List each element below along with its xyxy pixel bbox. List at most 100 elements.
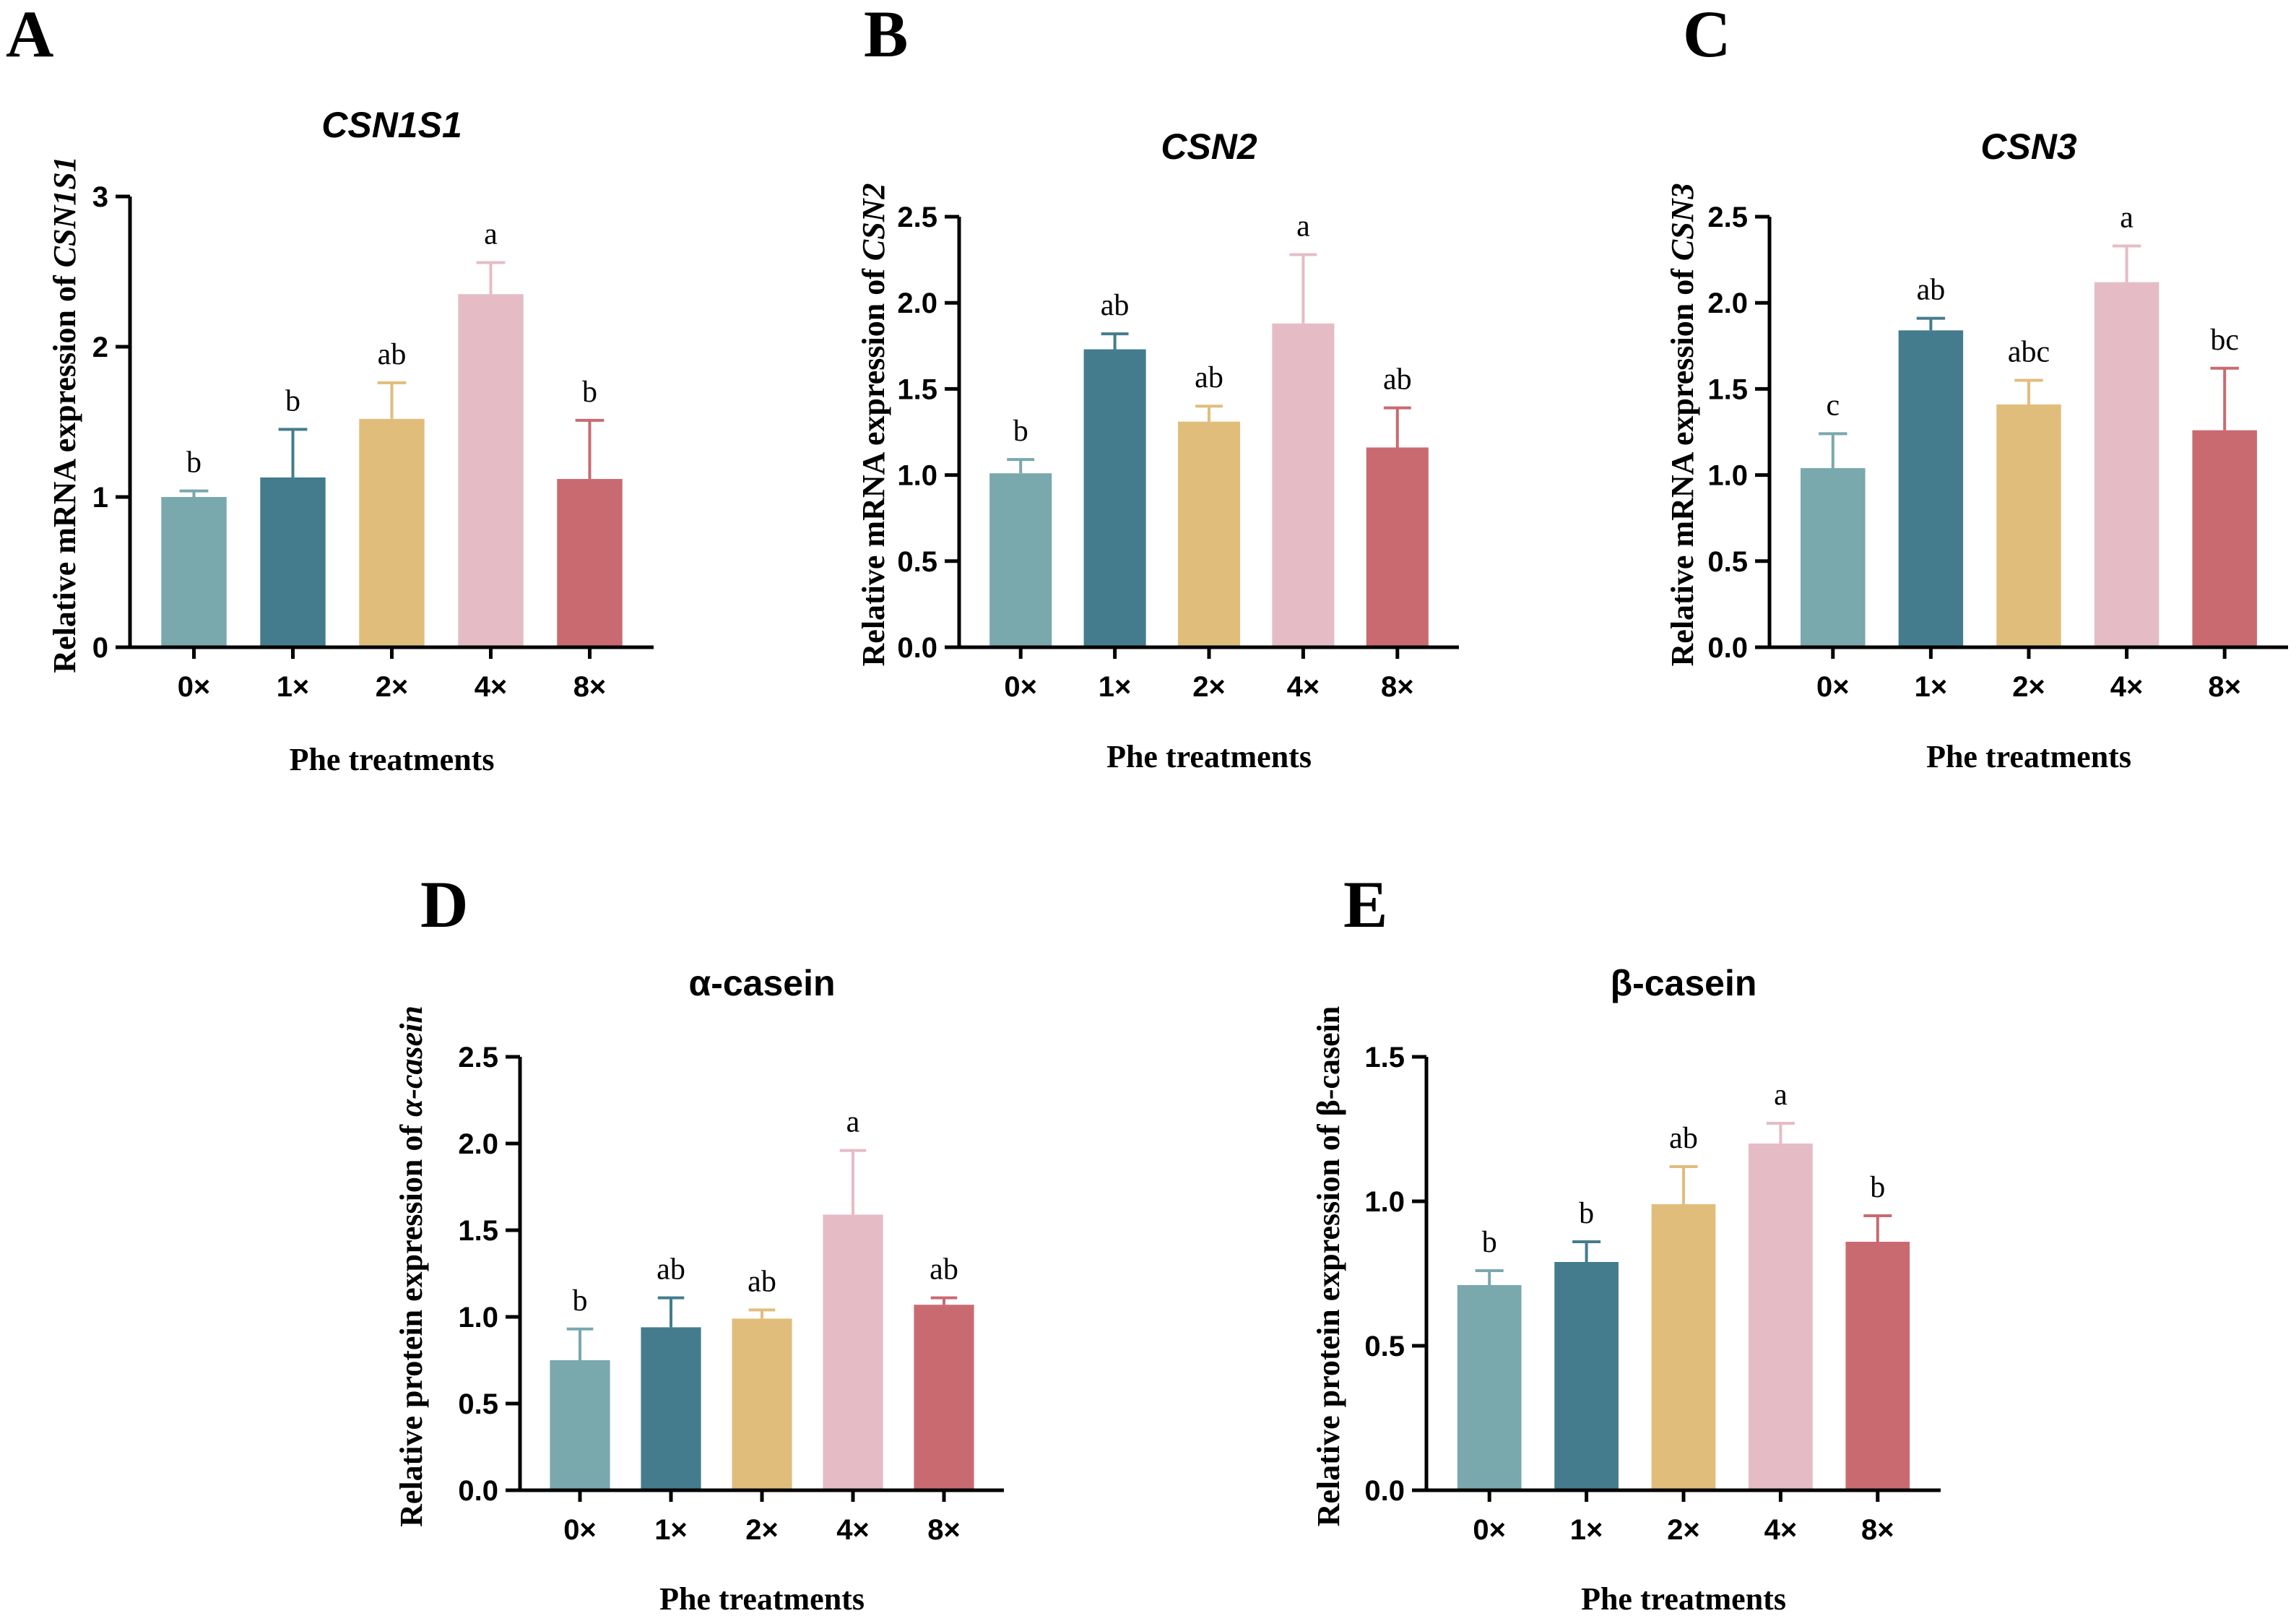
chart-panel-e: Eβ-casein b 0× b 1× ab 2× a 4× b 8× 0.0 0.5 1.0 1.5 Phe…: [1311, 868, 1941, 1617]
chart-title: α-casein: [688, 963, 835, 1003]
y-tick-label: 2.0: [897, 288, 937, 319]
chart-title: CSN3: [1980, 126, 2077, 167]
bar-2x: [1651, 1204, 1716, 1490]
significance-label: ab: [1383, 363, 1412, 397]
chart-title: β-casein: [1611, 963, 1757, 1003]
y-tick-label: 2.5: [458, 1042, 498, 1073]
y-tick-label: 1.5: [1707, 373, 1748, 405]
x-tick-label: 0×: [178, 671, 211, 703]
panel-letter: E: [1343, 868, 1387, 941]
y-axis-title-prefix: Relative protein expression of: [394, 1117, 429, 1527]
y-axis-title-gene: CSN3: [1665, 183, 1700, 261]
x-tick-label: 1×: [1099, 671, 1132, 703]
significance-label: ab: [1195, 361, 1223, 394]
significance-label: ab: [657, 1253, 685, 1287]
x-tick-label: 2×: [376, 671, 409, 703]
x-tick-label: 2×: [1192, 671, 1226, 703]
y-tick-label: 3: [92, 181, 108, 213]
significance-label: ab: [930, 1253, 958, 1287]
bar-1x: [1083, 349, 1146, 647]
bar-0x: [161, 497, 227, 647]
x-tick-label: 0×: [1473, 1514, 1506, 1546]
x-tick-label: 4×: [475, 671, 508, 703]
y-tick-label: 1: [92, 482, 108, 514]
x-tick-label: 4×: [1287, 671, 1320, 703]
significance-label: b: [186, 446, 202, 480]
x-tick-label: 0×: [563, 1514, 597, 1546]
y-axis-title-prefix: Relative mRNA expression of: [856, 261, 891, 666]
y-tick-label: 0.5: [1707, 546, 1748, 578]
y-axis-title-prefix: Relative mRNA expression of: [1665, 261, 1700, 666]
x-tick-label: 0×: [1004, 671, 1037, 703]
significance-label: b: [285, 384, 300, 418]
bar-0x: [989, 473, 1052, 647]
x-tick-label: 2×: [745, 1514, 779, 1546]
bar-4x: [458, 294, 524, 647]
bar-1x: [1898, 330, 1964, 647]
bar-4x: [1749, 1144, 1813, 1490]
x-axis-title: Phe treatments: [659, 1581, 865, 1617]
panel-letter: B: [864, 0, 908, 71]
significance-label: a: [2120, 202, 2133, 235]
bar-1x: [1554, 1262, 1619, 1490]
x-tick-label: 2×: [2012, 671, 2045, 703]
x-tick-label: 4×: [1764, 1514, 1798, 1546]
significance-label: c: [1826, 389, 1840, 422]
significance-label: b: [1870, 1171, 1885, 1204]
chart-panel-c: C CSN3 c 0× ab 1× abc 2× a 4× bc 8× 0.0 0.5 1.0 1.5 2.0 2…: [1665, 0, 2288, 774]
bar-4x: [2094, 282, 2159, 647]
significance-label: b: [582, 376, 597, 409]
y-tick-label: 2.0: [1707, 288, 1748, 319]
chart-panel-d: Dα-casein b 0× ab 1× ab 2× a 4× ab 8× 0.0 0.5 1.0 1.5 2…: [394, 868, 1004, 1617]
bar-2x: [1177, 421, 1241, 647]
x-axis-title: Phe treatments: [1926, 739, 2131, 774]
x-tick-label: 4×: [2110, 671, 2144, 703]
bar-2x: [1996, 404, 2061, 647]
x-tick-label: 8×: [1381, 671, 1414, 703]
panel-letter: A: [6, 0, 53, 71]
y-axis-title-gene: CSN1S1: [47, 156, 82, 267]
y-tick-label: 1.0: [1364, 1186, 1405, 1218]
significance-label: ab: [1101, 289, 1130, 322]
bar-8x: [1845, 1242, 1910, 1490]
chart-title: CSN2: [1161, 126, 1257, 167]
significance-label: a: [846, 1106, 860, 1139]
y-tick-label: 1.5: [1364, 1042, 1405, 1073]
x-tick-label: 1×: [1570, 1514, 1603, 1546]
bar-8x: [557, 479, 623, 647]
y-tick-label: 0.5: [1364, 1331, 1405, 1362]
significance-label: a: [484, 218, 498, 251]
bar-4x: [823, 1214, 883, 1490]
significance-label: ab: [1669, 1122, 1698, 1155]
y-tick-label: 0.5: [897, 546, 937, 578]
x-tick-label: 8×: [573, 671, 607, 703]
y-tick-label: 1.0: [1707, 460, 1748, 492]
x-tick-label: 1×: [1915, 671, 1948, 703]
significance-label: bc: [2210, 324, 2239, 357]
y-axis-title-gene: α-casein: [394, 1006, 429, 1117]
y-axis-title: Relative protein expression of α-casein: [394, 1006, 429, 1527]
bar-8x: [1366, 447, 1429, 647]
panel-letter: D: [420, 868, 468, 941]
y-tick-label: 1.5: [458, 1215, 498, 1247]
y-tick-label: 0.0: [1364, 1475, 1405, 1507]
panel-letter: C: [1683, 0, 1730, 71]
chart-panel-a: A CSN1S1 b 0× b 1× ab 2× a 4× b 8× 0 1 2 3 Phe treatment…: [6, 0, 654, 777]
x-tick-label: 8×: [1861, 1514, 1894, 1546]
y-tick-label: 2.5: [897, 202, 937, 233]
significance-label: b: [1482, 1226, 1497, 1259]
x-tick-label: 8×: [2208, 671, 2241, 703]
y-tick-label: 1.5: [897, 373, 937, 405]
y-tick-label: 0: [92, 632, 108, 664]
y-axis-title-prefix: Relative mRNA expression of: [47, 267, 82, 673]
significance-label: abc: [2008, 335, 2050, 368]
significance-label: b: [1013, 415, 1028, 448]
significance-label: ab: [748, 1265, 776, 1298]
x-tick-label: 2×: [1667, 1514, 1700, 1546]
bar-2x: [732, 1318, 792, 1490]
y-tick-label: 1.0: [897, 460, 937, 492]
y-axis-title-gene: CSN2: [856, 183, 891, 261]
x-tick-label: 1×: [277, 671, 310, 703]
chart-panel-b: B CSN2 b 0× ab 1× ab 2× a 4× ab 8× 0.0 0.5 1.0 1.5 2.0 2.…: [856, 0, 1459, 774]
significance-label: a: [1296, 209, 1310, 243]
